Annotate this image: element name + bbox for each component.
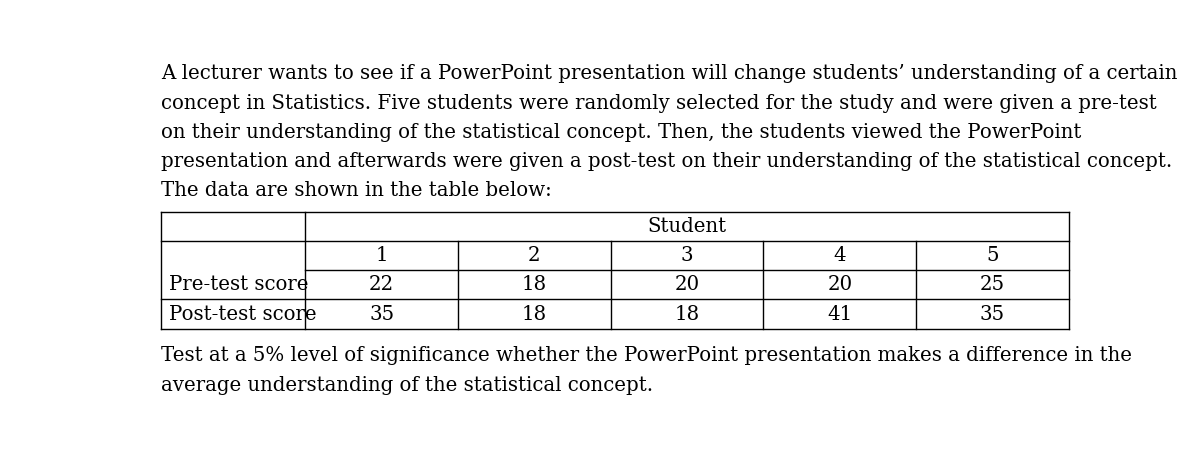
Text: 22: 22	[370, 275, 395, 294]
Text: 5: 5	[986, 246, 998, 265]
Text: concept in Statistics. Five students were randomly selected for the study and we: concept in Statistics. Five students wer…	[161, 93, 1157, 113]
Text: 4: 4	[834, 246, 846, 265]
Text: Post-test score: Post-test score	[168, 304, 317, 323]
Text: The data are shown in the table below:: The data are shown in the table below:	[161, 181, 552, 200]
Text: A lecturer wants to see if a PowerPoint presentation will change students’ under: A lecturer wants to see if a PowerPoint …	[161, 64, 1177, 83]
Text: 41: 41	[827, 304, 852, 323]
Text: 20: 20	[674, 275, 700, 294]
Text: 25: 25	[980, 275, 1006, 294]
Text: 18: 18	[674, 304, 700, 323]
Text: Test at a 5% level of significance whether the PowerPoint presentation makes a d: Test at a 5% level of significance wheth…	[161, 346, 1132, 365]
Text: Pre-test score: Pre-test score	[168, 275, 308, 294]
Text: 2: 2	[528, 246, 541, 265]
Text: 20: 20	[827, 275, 852, 294]
Text: 18: 18	[522, 275, 547, 294]
Text: 3: 3	[680, 246, 694, 265]
Text: 35: 35	[980, 304, 1006, 323]
Text: average understanding of the statistical concept.: average understanding of the statistical…	[161, 376, 653, 395]
Text: 18: 18	[522, 304, 547, 323]
Text: 35: 35	[370, 304, 395, 323]
Text: presentation and afterwards were given a post-test on their understanding of the: presentation and afterwards were given a…	[161, 152, 1172, 171]
Text: on their understanding of the statistical concept. Then, the students viewed the: on their understanding of the statistica…	[161, 123, 1081, 142]
Text: Student: Student	[648, 217, 727, 236]
Text: 1: 1	[376, 246, 388, 265]
